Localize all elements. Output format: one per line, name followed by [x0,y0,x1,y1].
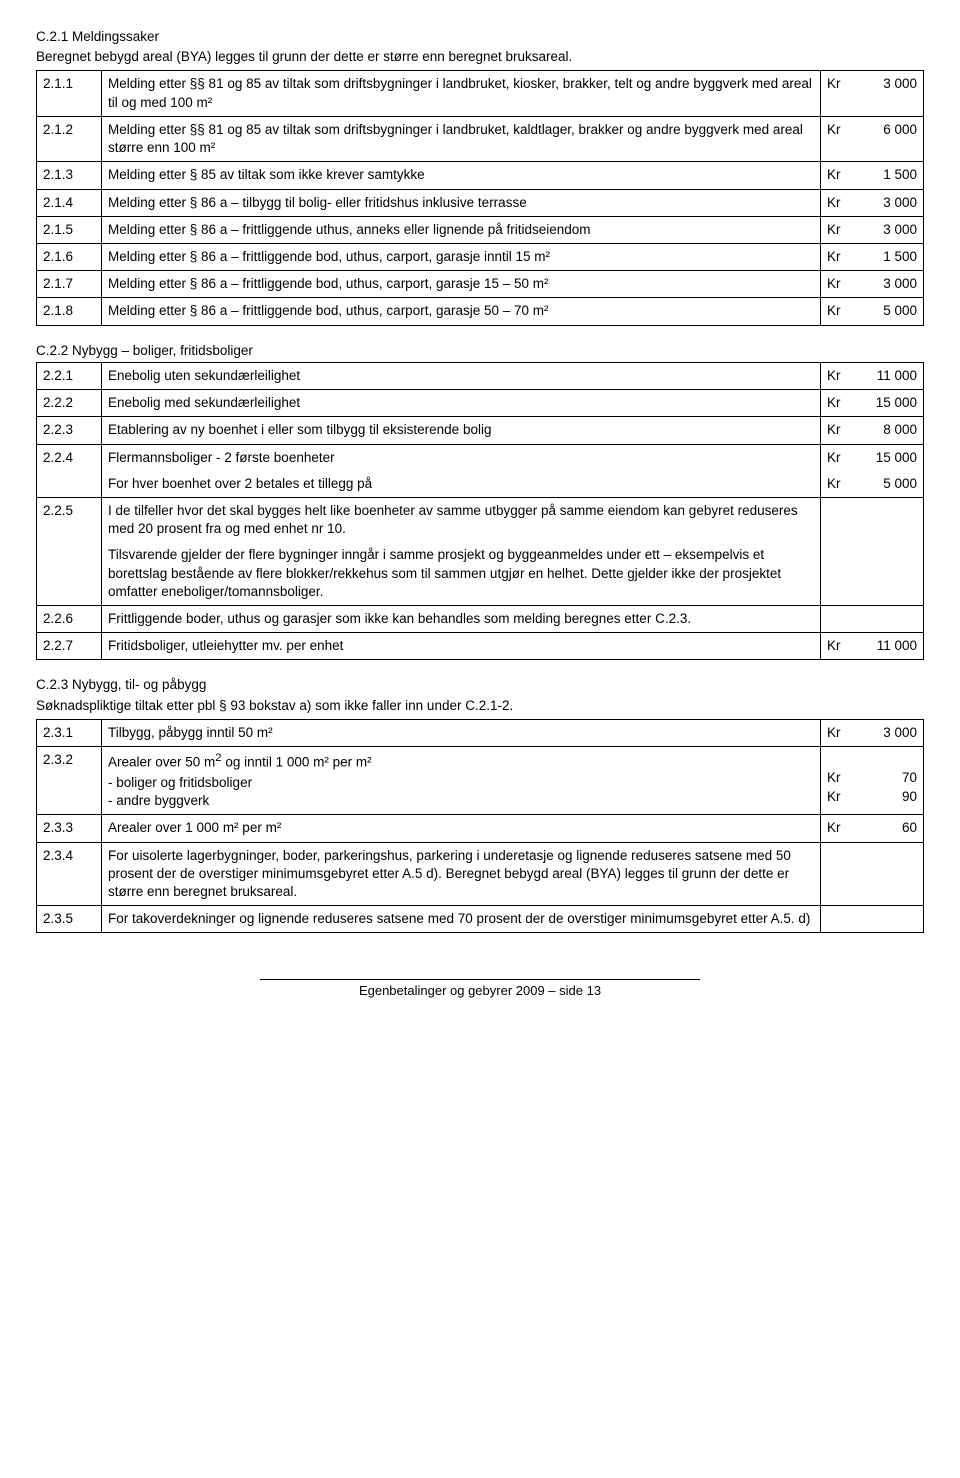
row-num: 2.1.5 [37,216,102,243]
table-row: 2.3.3 Arealer over 1 000 m² per m² Kr60 [37,815,924,842]
row-amt: Kr70 Kr90 [821,747,924,815]
row-desc: For uisolerte lagerbygninger, boder, par… [102,842,821,906]
section-c22-title: C.2.2 Nybygg – boliger, fritidsboliger [36,342,924,360]
footer-text: Egenbetalinger og gebyrer 2009 – side 13 [36,982,924,1000]
section-c23-intro: Søknadspliktige tiltak etter pbl § 93 bo… [36,697,924,715]
row-desc: Etablering av ny boenhet i eller som til… [102,417,821,444]
table-c22: 2.2.1 Enebolig uten sekundærleilighet Kr… [36,362,924,661]
row-amt [821,497,924,605]
row-amt: Kr 3 000 [821,719,924,746]
table-row: 2.1.3Melding etter § 85 av tiltak som ik… [37,162,924,189]
table-row: 2.3.1 Tilbygg, påbygg inntil 50 m² Kr 3 … [37,719,924,746]
row-desc: Fritidsboliger, utleiehytter mv. per enh… [102,633,821,660]
row-desc: Melding etter § 86 a – frittliggende uth… [102,216,821,243]
table-row: 2.3.2 Arealer over 50 m2 og inntil 1 000… [37,747,924,815]
table-row: 2.1.6Melding etter § 86 a – frittliggend… [37,243,924,270]
row-desc: Melding etter §§ 81 og 85 av tiltak som … [102,116,821,161]
row-num: 2.2.4 [37,444,102,497]
row-amt: Kr15 000 Kr 5 000 [821,444,924,497]
row-num: 2.3.2 [37,747,102,815]
row-amt [821,606,924,633]
row-desc: Melding etter § 86 a – frittliggende bod… [102,243,821,270]
section-c21-intro: Beregnet bebygd areal (BYA) legges til g… [36,48,924,66]
row-num: 2.1.7 [37,271,102,298]
row-num: 2.2.1 [37,362,102,389]
row-amt: Kr3 000 [821,216,924,243]
row-desc: Tilbygg, påbygg inntil 50 m² [102,719,821,746]
table-row: 2.3.5 For takoverdekninger og lignende r… [37,906,924,933]
table-row: 2.2.2 Enebolig med sekundærleilighet Kr1… [37,390,924,417]
row-amt: Kr3 000 [821,271,924,298]
row-amt [821,906,924,933]
section-c21-title: C.2.1 Meldingssaker [36,28,924,46]
row-desc: Melding etter § 86 a – tilbygg til bolig… [102,189,821,216]
row-desc: Melding etter §§ 81 og 85 av tiltak som … [102,71,821,116]
row-desc: Arealer over 50 m2 og inntil 1 000 m² pe… [102,747,821,815]
table-row: 2.2.5 I de tilfeller hvor det skal bygge… [37,497,924,605]
table-row: 2.1.8Melding etter § 86 a – frittliggend… [37,298,924,325]
table-row: 2.3.4 For uisolerte lagerbygninger, bode… [37,842,924,906]
table-row: 2.2.1 Enebolig uten sekundærleilighet Kr… [37,362,924,389]
row-amt: Kr3 000 [821,189,924,216]
row-num: 2.2.7 [37,633,102,660]
row-num: 2.1.8 [37,298,102,325]
row-amt: Kr11 000 [821,362,924,389]
row-num: 2.2.6 [37,606,102,633]
row-num: 2.2.5 [37,497,102,605]
row-desc: Flermannsboliger - 2 første boenheter Fo… [102,444,821,497]
table-row: 2.1.2Melding etter §§ 81 og 85 av tiltak… [37,116,924,161]
page-footer: Egenbetalinger og gebyrer 2009 – side 13 [36,979,924,1000]
row-amt: Kr6 000 [821,116,924,161]
row-desc: Melding etter § 86 a – frittliggende bod… [102,271,821,298]
table-c23: 2.3.1 Tilbygg, påbygg inntil 50 m² Kr 3 … [36,719,924,933]
table-row: 2.2.6 Frittliggende boder, uthus og gara… [37,606,924,633]
row-num: 2.3.4 [37,842,102,906]
table-row: 2.2.4 Flermannsboliger - 2 første boenhe… [37,444,924,497]
table-row: 2.1.4Melding etter § 86 a – tilbygg til … [37,189,924,216]
table-row: 2.1.7Melding etter § 86 a – frittliggend… [37,271,924,298]
row-amt: Kr15 000 [821,390,924,417]
row-desc: Melding etter § 86 a – frittliggende bod… [102,298,821,325]
row-num: 2.1.6 [37,243,102,270]
row-desc: Melding etter § 85 av tiltak som ikke kr… [102,162,821,189]
row-num: 2.1.2 [37,116,102,161]
row-amt: Kr5 000 [821,298,924,325]
row-num: 2.3.3 [37,815,102,842]
row-amt: Kr 8 000 [821,417,924,444]
table-c21: 2.1.1Melding etter §§ 81 og 85 av tiltak… [36,70,924,325]
table-row: 2.1.5Melding etter § 86 a – frittliggend… [37,216,924,243]
row-num: 2.2.3 [37,417,102,444]
row-num: 2.1.4 [37,189,102,216]
row-amt [821,842,924,906]
table-row: 2.2.7 Fritidsboliger, utleiehytter mv. p… [37,633,924,660]
row-amt: Kr1 500 [821,162,924,189]
row-amt: Kr3 000 [821,71,924,116]
row-amt: Kr60 [821,815,924,842]
row-desc: Enebolig med sekundærleilighet [102,390,821,417]
row-desc: Frittliggende boder, uthus og garasjer s… [102,606,821,633]
row-num: 2.3.1 [37,719,102,746]
row-num: 2.3.5 [37,906,102,933]
row-desc: Enebolig uten sekundærleilighet [102,362,821,389]
row-num: 2.1.3 [37,162,102,189]
row-desc: I de tilfeller hvor det skal bygges helt… [102,497,821,605]
row-num: 2.2.2 [37,390,102,417]
table-row: 2.1.1Melding etter §§ 81 og 85 av tiltak… [37,71,924,116]
section-c23-title: C.2.3 Nybygg, til- og påbygg [36,676,924,694]
row-desc: Arealer over 1 000 m² per m² [102,815,821,842]
table-row: 2.2.3 Etablering av ny boenhet i eller s… [37,417,924,444]
row-desc: For takoverdekninger og lignende reduser… [102,906,821,933]
row-amt: Kr1 500 [821,243,924,270]
row-amt: Kr11 000 [821,633,924,660]
row-num: 2.1.1 [37,71,102,116]
